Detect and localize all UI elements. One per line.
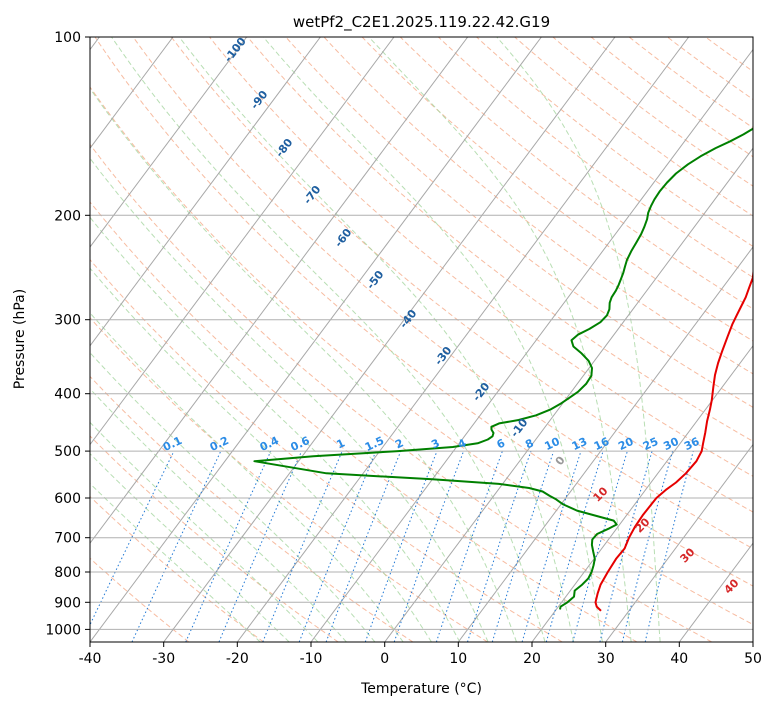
mixing-ratio-label: 20	[616, 435, 636, 453]
y-tick-label: 400	[54, 387, 81, 403]
y-axis: 100 200 300 400 500 600 700 800 900 1000	[45, 30, 90, 638]
y-tick-label: 800	[54, 565, 81, 581]
y-tick-label: 1000	[45, 622, 81, 638]
dry-adiabat-line	[514, 37, 753, 217]
moist-adiabat-line	[90, 452, 290, 642]
x-tick-label: 20	[523, 651, 541, 667]
dry-adiabat-line	[90, 201, 638, 642]
x-tick-label: -40	[79, 651, 102, 667]
mixing-ratio-line	[218, 450, 303, 642]
plot-frame	[89, 36, 754, 643]
mixing-ratio-line	[90, 450, 175, 626]
y-axis-label: Pressure (hPa)	[12, 289, 28, 389]
temperature-profile	[594, 265, 753, 612]
isotherm-line	[457, 246, 753, 642]
background-lines	[90, 37, 753, 642]
moist-adiabat-line	[90, 216, 461, 642]
x-tick-label: -30	[152, 651, 175, 667]
dry-adiabat-line	[361, 37, 753, 342]
mixing-ratio-label: 16	[592, 435, 612, 453]
isotherm-line	[310, 48, 753, 642]
mixing-ratio-line	[545, 450, 604, 642]
x-tick-label: -20	[226, 651, 249, 667]
moist-adiabat-line	[90, 312, 404, 642]
mixing-ratio-line	[599, 450, 653, 642]
isotherm-line	[90, 37, 174, 150]
mixing-ratio-line	[521, 450, 582, 642]
mixing-ratio-line	[131, 450, 222, 642]
y-tick-label: 700	[54, 531, 81, 547]
isotherm-line	[90, 37, 395, 446]
y-tick-label: 300	[54, 313, 81, 329]
y-tick-label: 500	[54, 444, 81, 460]
x-tick-label: -10	[300, 651, 323, 667]
y-tick-label: 900	[54, 595, 81, 611]
isotherm-line	[384, 147, 753, 642]
dry-adiabat-line	[90, 143, 712, 642]
profile-lines	[253, 127, 753, 612]
chart-title: wetPf2_C2E1.2025.119.22.42.G19	[293, 13, 550, 32]
pressure-grid	[90, 37, 753, 630]
dry-adiabat-line	[285, 37, 753, 408]
isotherm-line	[236, 37, 690, 642]
moist-adiabat-line	[178, 37, 575, 642]
dry-adiabat-line	[170, 37, 753, 513]
isotherm-line	[90, 37, 248, 248]
dry-adiabat-line	[132, 37, 753, 550]
mixing-ratio-label: 10	[543, 435, 563, 453]
dry-adiabat-line	[590, 37, 753, 158]
moist-adiabat-line	[90, 157, 489, 642]
mixing-ratio-line	[393, 450, 465, 642]
dewpoint-profile	[253, 127, 753, 610]
mixing-ratio-line	[185, 450, 272, 642]
moist-adiabat-line	[110, 37, 546, 642]
moist-adiabat-line	[368, 37, 632, 642]
mixing-ratio-label: 30	[661, 435, 681, 453]
dry-adiabat-line	[323, 37, 753, 375]
mixing-ratio-line	[644, 450, 694, 642]
dry-adiabat-line	[90, 86, 753, 626]
y-tick-label: 600	[54, 491, 81, 507]
mixing-ratio-label: 25	[641, 435, 660, 453]
moist-adiabat-line	[262, 37, 603, 642]
x-tick-label: 30	[597, 651, 615, 667]
dry-adiabat-line	[94, 37, 753, 587]
dry-adiabat-line	[90, 495, 264, 642]
isotherm-line	[90, 37, 321, 347]
x-axis: -40 -30 -20 -10 0 10 20 30 40 50	[79, 642, 762, 667]
y-tick-label: 200	[54, 208, 81, 224]
mixing-ratio-line	[262, 450, 343, 642]
isotherm-line	[90, 37, 469, 545]
isotherm-line	[605, 443, 753, 642]
isotherm-line	[531, 344, 753, 642]
y-tick-label: 100	[54, 30, 81, 46]
dry-adiabat-line	[90, 258, 563, 642]
mixing-ratio-line	[467, 450, 532, 642]
mixing-ratio-line	[572, 450, 628, 642]
moist-adiabat-line	[90, 352, 376, 642]
x-tick-label: 40	[670, 651, 688, 667]
mixing-ratio-line	[491, 450, 555, 642]
x-tick-label: 50	[744, 651, 762, 667]
isotherm-line	[163, 37, 616, 642]
mixing-ratio-label: 13	[570, 435, 589, 453]
mixing-ratio-label: 36	[682, 435, 702, 453]
moist-adiabat-line	[90, 482, 261, 642]
isotherm-line	[90, 37, 542, 642]
mixing-ratio-line	[621, 450, 674, 642]
x-tick-label: 0	[380, 651, 389, 667]
x-axis-label: Temperature (°C)	[360, 681, 482, 697]
x-tick-label: 10	[449, 651, 467, 667]
moist-adiabat-line	[90, 267, 432, 642]
dry-adiabat-line	[438, 37, 753, 278]
